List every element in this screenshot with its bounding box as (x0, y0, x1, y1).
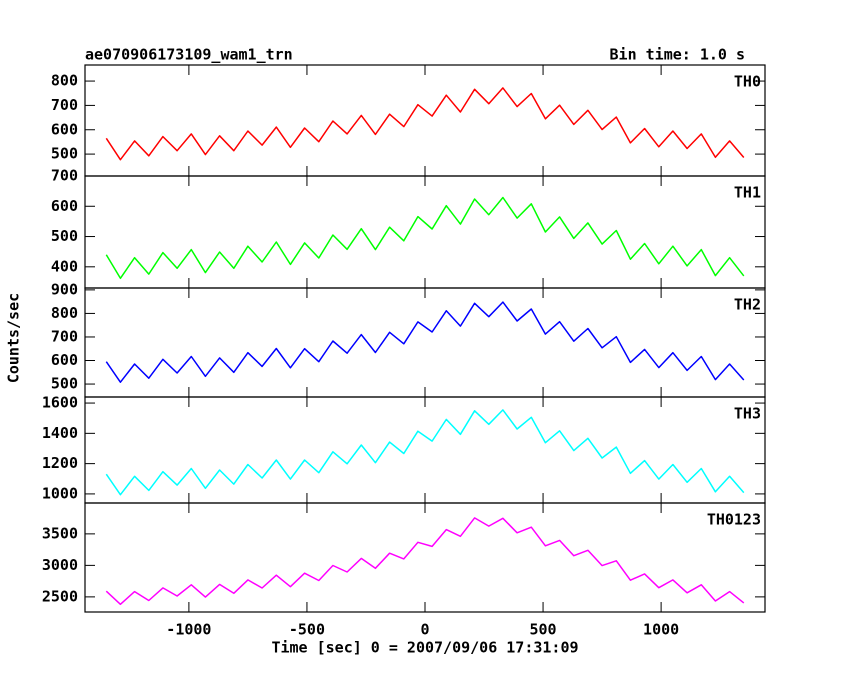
y-tick-label: 600 (51, 351, 78, 369)
series-label: TH1 (734, 184, 761, 202)
chart-subtitle: Bin time: 1.0 s (610, 46, 745, 64)
y-tick-label: 1400 (42, 424, 78, 442)
y-tick-label: 1000 (42, 484, 78, 502)
panel-frame (84, 64, 766, 177)
y-tick-label: 500 (51, 227, 78, 245)
y-tick-label: 1600 (42, 394, 78, 412)
y-tick-label: 2500 (42, 587, 78, 605)
light-curve (105, 409, 745, 496)
panel: 500 600 700 800 900 TH2 (51, 280, 766, 398)
panel: 1000 1200 1400 1600 TH3 (42, 394, 766, 504)
y-tick-label: 700 (51, 327, 78, 345)
y-tick-label: 1200 (42, 454, 78, 472)
chart-title: ae070906173109_wam1_trn (85, 46, 293, 64)
y-tick-label: 3500 (42, 524, 78, 542)
series-label: TH0 (734, 73, 761, 91)
y-tick-label: 500 (51, 145, 78, 163)
y-axis-label: Counts/sec (5, 293, 23, 383)
light-curve (105, 301, 745, 383)
y-tick-label: 600 (51, 197, 78, 215)
y-tick-label: 600 (51, 120, 78, 138)
series-label: TH2 (734, 296, 761, 314)
x-axis-label: Time [sec] 0 = 2007/09/06 17:31:09 (271, 639, 578, 657)
x-tick-label: 500 (530, 621, 557, 639)
y-tick-label: 900 (51, 280, 78, 298)
y-tick-label: 700 (51, 96, 78, 114)
light-curve (105, 87, 745, 161)
panel: 2500 3000 3500 TH0123 (42, 502, 766, 613)
panel-frame (84, 396, 766, 504)
light-curve (105, 196, 745, 280)
y-tick-label: 3000 (42, 556, 78, 574)
light-curve (105, 517, 745, 606)
series-label: TH3 (734, 405, 761, 423)
panel-frame (84, 287, 766, 398)
panel: 500 600 700 800 TH0 (51, 64, 766, 177)
panel-frame (84, 502, 766, 613)
x-tick-label: -500 (289, 621, 325, 639)
x-tick-label: -1000 (166, 621, 211, 639)
y-tick-label: 400 (51, 257, 78, 275)
x-tick-label: 0 (420, 621, 429, 639)
panel-frame (84, 175, 766, 289)
series-label: TH0123 (707, 511, 761, 529)
panel: 400 500 600 700 TH1 (51, 167, 766, 289)
x-tick-label: 1000 (643, 621, 679, 639)
y-tick-label: 700 (51, 167, 78, 185)
y-tick-label: 500 (51, 375, 78, 393)
y-tick-label: 800 (51, 304, 78, 322)
y-tick-label: 800 (51, 72, 78, 90)
